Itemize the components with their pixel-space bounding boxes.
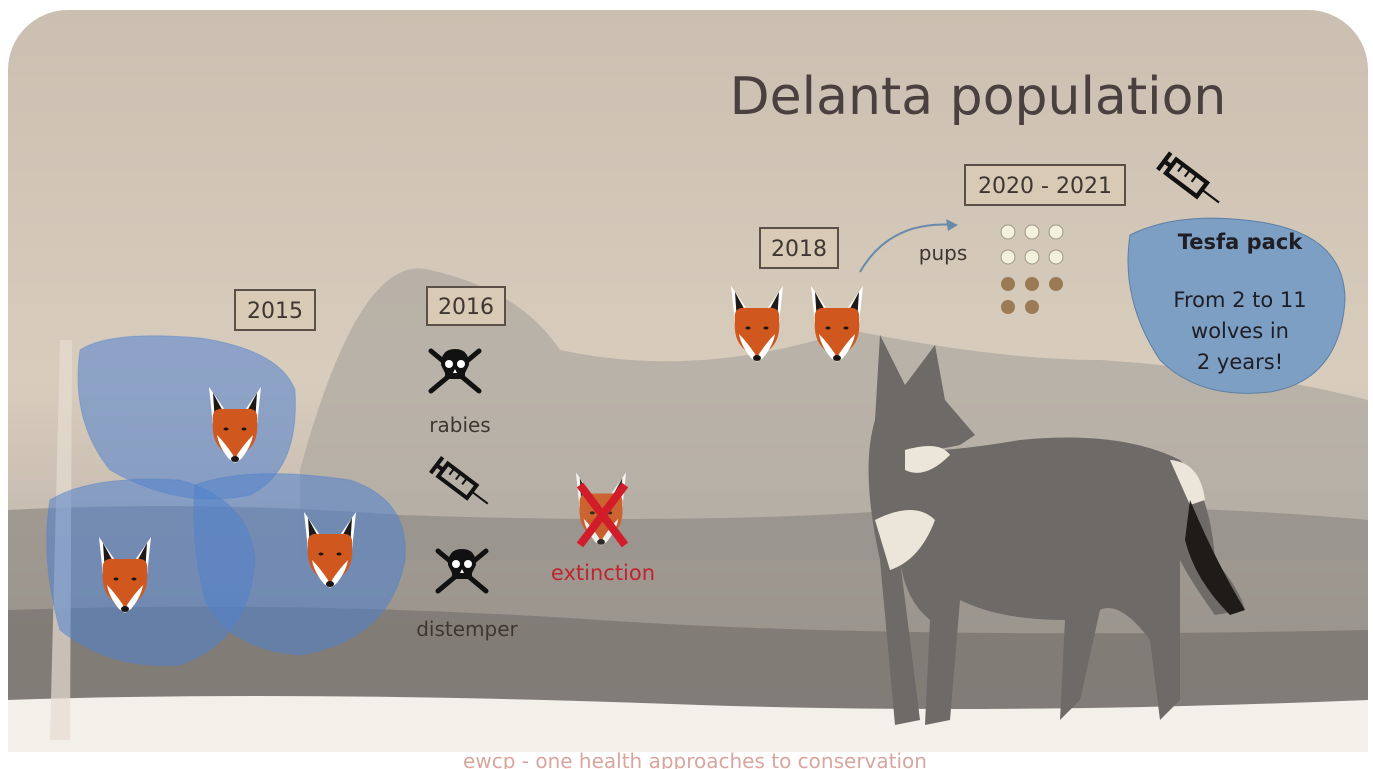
- pack-note: wolves in: [1191, 319, 1289, 343]
- circle-shape: [1049, 225, 1063, 239]
- circle-shape: [1025, 277, 1039, 291]
- circle-shape: [1001, 250, 1015, 264]
- year-label: 2015: [247, 299, 303, 324]
- infographic: Delanta population 2015 2016 2018 2020 -…: [0, 0, 1373, 769]
- year-label: 2016: [438, 295, 494, 320]
- title: Delanta population: [730, 67, 1227, 127]
- circle-shape: [1025, 300, 1039, 314]
- circle-shape: [1001, 277, 1015, 291]
- circle-shape: [1049, 250, 1063, 264]
- footer: ewcp - one health approaches to conserva…: [463, 749, 927, 769]
- pups-label: pups: [919, 241, 968, 265]
- pack-note: From 2 to 11: [1173, 288, 1306, 312]
- circle-shape: [1001, 225, 1015, 239]
- year-label: 2018: [771, 237, 827, 262]
- pack-note: 2 years!: [1197, 350, 1283, 374]
- threat-label: distemper: [416, 617, 518, 641]
- circle-shape: [1049, 277, 1063, 291]
- threat-label: rabies: [429, 413, 490, 437]
- pack-name: Tesfa pack: [1178, 230, 1304, 254]
- circle-shape: [1001, 300, 1015, 314]
- circle-shape: [1025, 225, 1039, 239]
- year-label: 2020 - 2021: [978, 174, 1112, 199]
- outcome-label: extinction: [551, 561, 655, 585]
- circle-shape: [1025, 250, 1039, 264]
